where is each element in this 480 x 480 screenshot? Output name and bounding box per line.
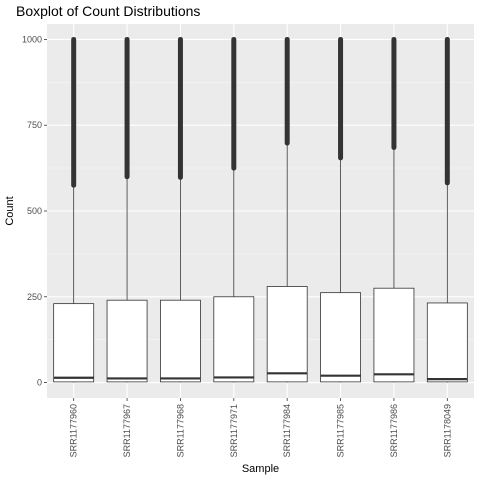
box-iqr — [373, 287, 415, 383]
y-tick-label: 500 — [27, 206, 42, 216]
x-tick-label: SRR1177960 — [69, 404, 79, 457]
chart-title: Boxplot of Count Distributions — [16, 3, 200, 19]
box-SRR1177968 — [160, 36, 201, 383]
x-tick-label: SRR1177984 — [282, 404, 292, 457]
box-iqr — [160, 299, 201, 383]
y-tick-label: 1000 — [22, 34, 42, 44]
y-axis-label: Count — [4, 196, 16, 225]
y-tick-label: 0 — [37, 378, 42, 388]
x-axis-label: Sample — [242, 463, 279, 475]
box-iqr — [106, 299, 148, 383]
box-SRR1177985 — [320, 36, 361, 383]
y-tick-label: 250 — [27, 292, 42, 302]
x-axis: SRR1177960 SRR1177967 SRR1177968 SRR1177971… — [69, 398, 452, 457]
box-iqr — [426, 302, 468, 383]
y-axis: 0 250 500 750 1000 — [22, 34, 47, 388]
box-SRR1177960 — [53, 36, 95, 383]
x-tick-label: SRR1177985 — [336, 404, 346, 457]
box-SRR1177984 — [266, 36, 308, 383]
box-SRR1177971 — [213, 36, 255, 383]
y-tick-label: 750 — [27, 120, 42, 130]
boxes — [53, 36, 468, 383]
box-SRR1178049 — [426, 36, 468, 383]
x-tick-label: SRR1177986 — [389, 404, 399, 457]
box-SRR1177967 — [106, 36, 148, 383]
x-tick-label: SRR1177967 — [122, 404, 132, 457]
x-tick-label: SRR1177968 — [175, 404, 185, 457]
x-tick-label: SRR1177971 — [229, 404, 239, 457]
box-SRR1177986 — [373, 36, 415, 383]
box-iqr — [266, 286, 308, 383]
x-tick-label: SRR1178049 — [442, 404, 452, 457]
box-iqr — [320, 292, 361, 383]
box-iqr — [53, 303, 95, 383]
box-iqr — [213, 296, 255, 383]
